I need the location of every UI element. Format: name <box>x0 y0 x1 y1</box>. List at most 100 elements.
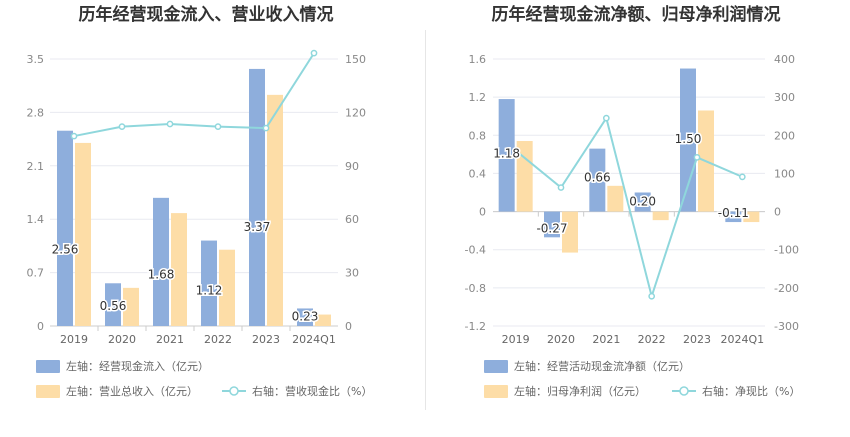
bar-primary <box>544 211 560 238</box>
ratio-point <box>512 147 520 154</box>
left-axis-tick: 0.4 <box>469 167 487 180</box>
bar-secondary <box>219 249 235 326</box>
bar-secondary <box>123 287 139 326</box>
legend-label: 左轴：营业总收入（亿元） <box>66 384 198 398</box>
bar-secondary <box>607 185 624 212</box>
ratio-point <box>557 184 565 191</box>
legend-swatch <box>484 385 508 398</box>
right-axis-tick: 200 <box>774 129 795 142</box>
right-axis-tick: -100 <box>774 244 799 257</box>
left-axis-tick: 0 <box>479 206 486 219</box>
bar-primary <box>249 68 265 326</box>
bar-primary <box>589 148 606 212</box>
bar-secondary <box>516 141 533 212</box>
right-axis-tick: 0 <box>345 320 352 333</box>
left-axis-tick: 3.5 <box>27 53 45 66</box>
bar-secondary <box>171 213 187 326</box>
left-axis-tick: 1.6 <box>469 53 487 66</box>
chart-net-cash-flow-profit: 历年经营现金流净额、归母净利润情况 -1.2 -300 -0.8 -200 -0.4 -1… <box>465 4 800 398</box>
bar-primary <box>153 197 169 326</box>
ratio-line <box>515 115 743 300</box>
right-axis-tick: 400 <box>774 53 795 66</box>
left-axis-tick: 2.1 <box>27 160 45 173</box>
left-axis-tick: 0.7 <box>27 267 45 280</box>
right-axis-tick: 150 <box>345 53 366 66</box>
data-label: 0.20 <box>629 195 656 209</box>
x-axis-tick: 2022 <box>204 333 232 346</box>
x-axis-tick: 2022 <box>638 333 666 346</box>
right-axis-tick: 100 <box>774 167 795 180</box>
legend-label: 左轴：经营现金流入（亿元） <box>66 359 209 373</box>
ratio-point <box>166 120 174 128</box>
right-axis-tick: -300 <box>774 320 799 333</box>
data-label: 0.56 <box>100 299 127 313</box>
legend-label: 右轴：净现比（%） <box>702 384 800 398</box>
chart-cash-inflow-revenue: 历年经营现金流入、营业收入情况 0 0 0.7 30 1.4 60 2.1 90 2.8 120 3… <box>27 4 372 398</box>
right-axis-tick: 60 <box>345 213 359 226</box>
bar-secondary <box>315 314 331 326</box>
x-axis-tick: 2019 <box>502 333 530 346</box>
ratio-point <box>693 154 701 161</box>
left-axis-tick: -0.4 <box>465 244 486 257</box>
bar-primary <box>201 240 217 326</box>
bar-secondary <box>562 211 578 253</box>
right-axis-tick: 120 <box>345 106 366 119</box>
ratio-point <box>70 132 78 140</box>
left-axis-tick: 0 <box>37 320 44 333</box>
legend-label: 右轴：营收现金比（%） <box>252 384 372 398</box>
x-axis-tick: 2021 <box>156 333 184 346</box>
data-label: 0.23 <box>292 309 319 323</box>
data-label: -0.11 <box>718 206 749 220</box>
ratio-point <box>214 123 222 130</box>
chart-panel-cash-inflow-revenue: 历年经营现金流入、营业收入情况 0 0 0.7 30 1.4 60 2.1 90 2.8 120 3… <box>27 4 372 398</box>
right-axis-tick: 90 <box>345 160 359 173</box>
bar-primary <box>297 308 313 326</box>
bar-primary <box>634 192 651 212</box>
legend-swatch <box>36 360 60 373</box>
left-axis-tick: -0.8 <box>465 282 486 295</box>
data-label: 3.37 <box>244 220 271 234</box>
bar-primary <box>105 283 121 326</box>
left-axis-tick: 2.8 <box>27 106 45 119</box>
x-axis-tick: 2024Q1 <box>721 333 765 346</box>
legend-swatch-marker <box>679 386 689 396</box>
ratio-point <box>262 124 270 132</box>
ratio-point <box>310 49 318 57</box>
bar-primary <box>498 99 515 212</box>
left-axis-tick: 0.8 <box>469 129 487 142</box>
x-axis-tick: 2023 <box>252 333 280 346</box>
legend-swatch-marker <box>229 386 239 396</box>
ratio-point <box>602 114 610 122</box>
x-axis-tick: 2020 <box>547 333 575 346</box>
right-axis-tick: 30 <box>345 267 359 280</box>
bar-secondary <box>652 211 669 221</box>
ratio-point <box>118 123 126 130</box>
data-label: 1.68 <box>148 268 175 282</box>
data-label: 1.12 <box>196 283 223 297</box>
left-axis-tick: -1.2 <box>465 320 486 333</box>
ratio-point <box>648 292 656 300</box>
right-axis-tick: 300 <box>774 91 795 104</box>
bar-secondary <box>267 94 283 327</box>
ratio-line <box>73 52 315 138</box>
chart-title: 历年经营现金流入、营业收入情况 <box>79 4 334 25</box>
legend-swatch <box>484 360 508 373</box>
legend-swatch <box>36 385 60 398</box>
data-label: -0.27 <box>536 221 567 235</box>
bar-secondary <box>743 211 760 223</box>
ratio-point <box>738 173 746 181</box>
right-axis-tick: 0 <box>774 206 781 219</box>
legend-label: 左轴：经营活动现金流净额（亿元） <box>514 359 690 373</box>
data-label: 0.66 <box>584 170 611 184</box>
x-axis-tick: 2023 <box>683 333 711 346</box>
x-axis-tick: 2020 <box>108 333 136 346</box>
bar-primary <box>725 211 742 223</box>
bar-primary <box>57 130 73 326</box>
data-label: 1.18 <box>493 147 520 161</box>
left-axis-tick: 1.2 <box>469 91 487 104</box>
right-axis-tick: -200 <box>774 282 799 295</box>
legend-label: 左轴：归母净利润（亿元） <box>514 384 646 398</box>
panel-divider <box>425 30 426 410</box>
data-label: 2.56 <box>52 243 79 257</box>
x-axis-tick: 2019 <box>60 333 88 346</box>
